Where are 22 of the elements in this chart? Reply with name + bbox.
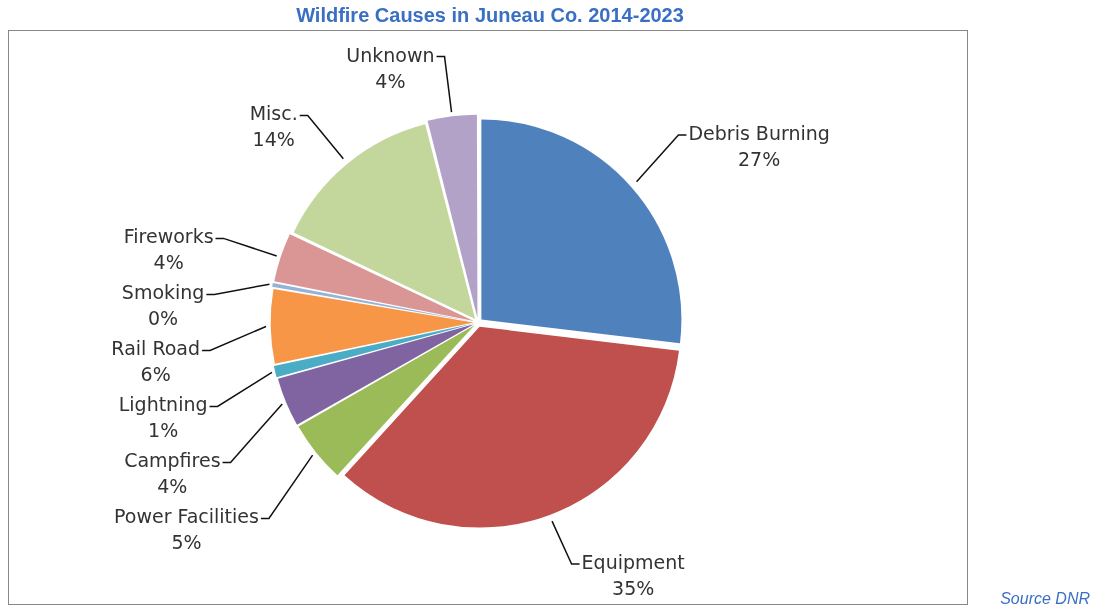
data-label: 1% [148,419,179,442]
slice-label: Unknown [346,43,435,66]
data-label: 35% [612,576,655,599]
data-label: 5% [171,531,202,554]
data-label: 4% [157,475,188,498]
slice-label: Equipment [581,550,685,573]
slice-label: Lightning [118,393,208,416]
source-note: Source DNR [1000,590,1090,608]
data-label: 0% [148,307,179,330]
slice-label: Rail Road [111,337,201,360]
chart-title: Wildfire Causes in Juneau Co. 2014-2023 [295,4,685,27]
slice-label: Fireworks [123,225,214,248]
slice-label: Campfires [124,449,221,472]
data-label: 27% [738,147,781,170]
slice-label: Misc. [249,102,298,125]
data-label: 4% [375,69,406,92]
data-label: 4% [153,251,184,274]
slice-label: Power Facilities [114,505,259,528]
data-label: 6% [140,363,171,386]
slice-label: Smoking [121,281,205,304]
slice-label: Debris Burning [688,121,830,144]
data-label: 14% [252,128,295,151]
